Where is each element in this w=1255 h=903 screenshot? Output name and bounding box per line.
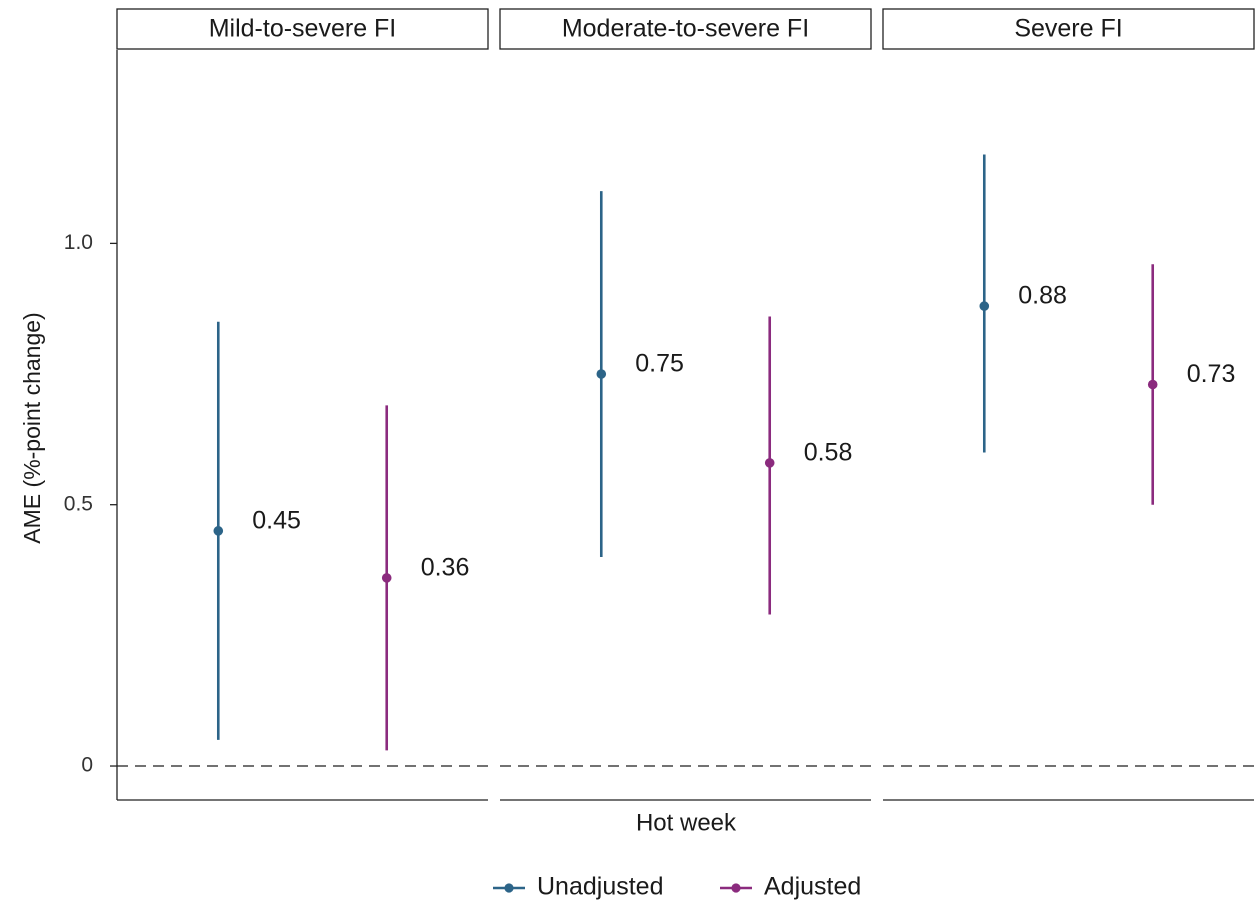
legend-key-dot bbox=[731, 883, 741, 893]
point-unadjusted bbox=[979, 301, 990, 311]
point-unadjusted bbox=[213, 526, 224, 536]
value-label-adjusted: 0.73 bbox=[1187, 360, 1236, 388]
panel-strip bbox=[499, 8, 872, 50]
value-label-unadjusted: 0.45 bbox=[252, 506, 301, 534]
point-adjusted bbox=[764, 458, 775, 468]
panels-layer: Mild-to-severe FI 0.45 0.36 Moderate-to-sev… bbox=[116, 8, 1255, 801]
y-tick-label: 0.5 bbox=[64, 492, 93, 515]
value-label-unadjusted: 0.88 bbox=[1018, 282, 1067, 310]
y-tick-label: 1.0 bbox=[64, 231, 93, 254]
legend-item-unadjusted: Unadjusted bbox=[493, 873, 663, 901]
legend-label: Adjusted bbox=[764, 873, 861, 901]
panel-strip bbox=[882, 8, 1255, 50]
value-label-adjusted: 0.36 bbox=[421, 553, 470, 581]
panel-3: Severe FI 0.88 0.73 bbox=[882, 8, 1255, 801]
point-adjusted bbox=[381, 573, 392, 583]
legend-key-dot bbox=[504, 883, 514, 893]
legend: Unadjusted Adjusted bbox=[493, 873, 861, 901]
panel-title: Mild-to-severe FI bbox=[209, 15, 397, 43]
x-axis-title: Hot week bbox=[636, 809, 737, 836]
panel-strip bbox=[116, 8, 489, 50]
point-adjusted bbox=[1147, 379, 1158, 390]
value-label-adjusted: 0.58 bbox=[804, 439, 853, 467]
value-label-unadjusted: 0.75 bbox=[635, 350, 684, 378]
point-unadjusted bbox=[596, 369, 607, 379]
y-axis: 0 0.5 1.0 bbox=[64, 50, 118, 800]
panel-title: Severe FI bbox=[1014, 15, 1122, 43]
legend-label: Unadjusted bbox=[537, 873, 663, 901]
y-tick-label: 0 bbox=[81, 754, 93, 777]
panel-2: Moderate-to-severe FI 0.75 0.58 bbox=[499, 8, 872, 801]
legend-item-adjusted: Adjusted bbox=[720, 873, 861, 901]
panel-title: Moderate-to-severe FI bbox=[562, 15, 809, 43]
panel-1: Mild-to-severe FI 0.45 0.36 bbox=[116, 8, 489, 801]
y-axis-title: AME (%-point change) bbox=[19, 312, 45, 543]
